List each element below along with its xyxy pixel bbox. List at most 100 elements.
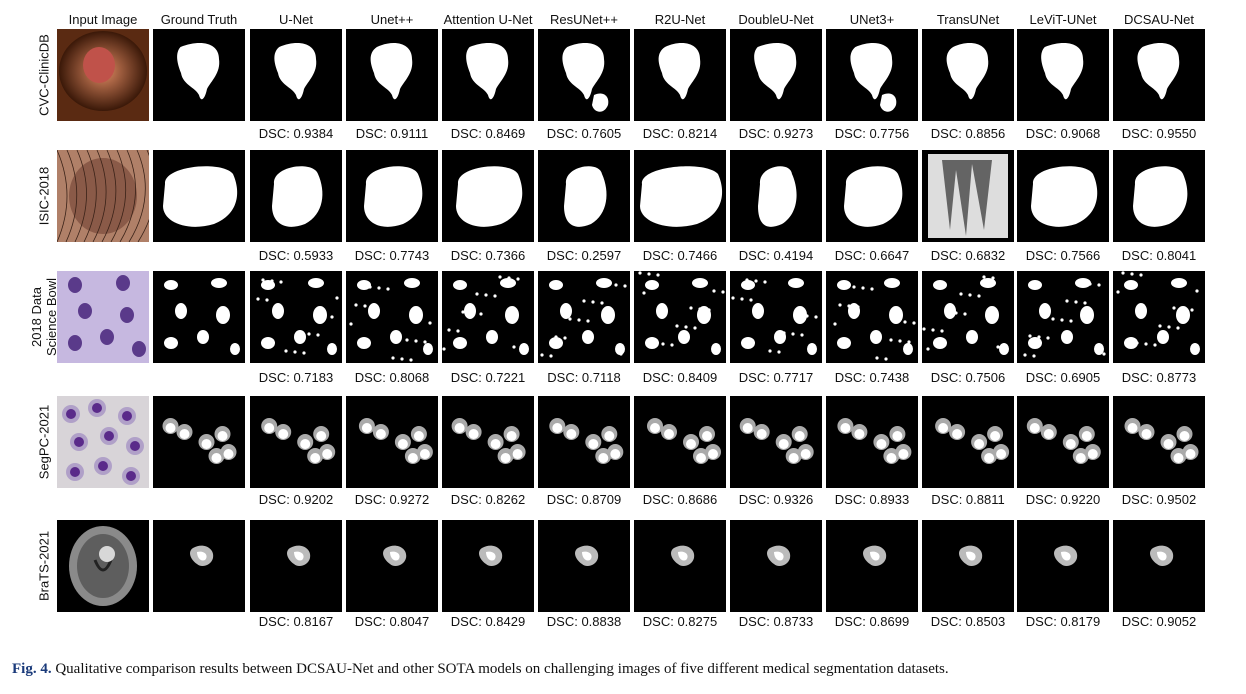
input-image [57,396,149,488]
prediction-mask [1017,29,1109,121]
prediction-mask [826,29,918,121]
prediction-mask [442,520,534,612]
dsc-score: DSC: 0.8686 [642,492,718,507]
figure-caption: Fig. 4. Qualitative comparison results b… [12,661,1236,678]
dsc-score: DSC: 0.7466 [642,248,718,263]
input-image [57,520,149,612]
column-header: Attention U-Net [443,12,533,27]
column-header: LeViT-UNet [1029,12,1097,27]
row-label-text: ISIC-2018 [37,167,52,226]
row-label: 2018 Data Science Bowl [29,271,59,363]
prediction-mask [538,271,630,363]
prediction-mask [730,29,822,121]
row-label-text: 2018 Data Science Bowl [29,278,59,356]
prediction-mask [634,271,726,363]
dsc-score: DSC: 0.9272 [354,492,430,507]
dsc-score: DSC: 0.9550 [1121,126,1197,141]
column-header: Ground Truth [160,12,238,27]
dsc-score: DSC: 0.7605 [546,126,622,141]
dsc-score: DSC: 0.6832 [930,248,1006,263]
dsc-score: DSC: 0.8933 [834,492,910,507]
prediction-mask [1017,520,1109,612]
prediction-mask [826,520,918,612]
dsc-score: DSC: 0.8167 [258,614,334,629]
prediction-mask [1113,396,1205,488]
prediction-mask [1113,520,1205,612]
input-image [57,150,149,242]
row-label: CVC-ClinicDB [33,29,55,121]
dsc-score: DSC: 0.7756 [834,126,910,141]
dsc-score: DSC: 0.7566 [1025,248,1101,263]
row-label-line: 2018 Data [29,287,44,348]
ground-truth-mask [153,29,245,121]
prediction-mask [634,150,726,242]
prediction-mask [730,150,822,242]
prediction-mask [634,396,726,488]
prediction-mask [1017,271,1109,363]
dsc-score: DSC: 0.7506 [930,370,1006,385]
dsc-score: DSC: 0.8262 [450,492,526,507]
prediction-mask [730,396,822,488]
row-label: SegPC-2021 [33,396,55,488]
dsc-score: DSC: 0.9111 [355,126,429,141]
dsc-score: DSC: 0.9384 [258,126,334,141]
dsc-score: DSC: 0.6905 [1025,370,1101,385]
dsc-score: DSC: 0.9068 [1025,126,1101,141]
prediction-mask [442,396,534,488]
dsc-score: DSC: 0.8699 [834,614,910,629]
dsc-score: DSC: 0.7366 [450,248,526,263]
prediction-mask [730,520,822,612]
dsc-score: DSC: 0.8409 [642,370,718,385]
prediction-mask [922,150,1014,242]
dsc-score: DSC: 0.8856 [930,126,1006,141]
row-label-line: CVC-ClinicDB [36,34,52,116]
dsc-score: DSC: 0.8179 [1025,614,1101,629]
dsc-score: DSC: 0.6647 [834,248,910,263]
dsc-score: DSC: 0.7183 [258,370,334,385]
prediction-mask [250,150,342,242]
dsc-score: DSC: 0.5933 [258,248,334,263]
prediction-mask [538,29,630,121]
dsc-score: DSC: 0.9273 [738,126,814,141]
dsc-score: DSC: 0.2597 [546,248,622,263]
dsc-score: DSC: 0.9052 [1121,614,1197,629]
prediction-mask [1113,271,1205,363]
ground-truth-mask [153,520,245,612]
column-header: R2U-Net [654,12,706,27]
ground-truth-mask [153,396,245,488]
prediction-mask [826,271,918,363]
prediction-mask [826,396,918,488]
dsc-score: DSC: 0.7717 [738,370,814,385]
prediction-mask [1113,150,1205,242]
row-label-line: BraTS-2021 [36,530,52,602]
figure-caption-label: Fig. 4. [12,661,52,677]
dsc-score: DSC: 0.9502 [1121,492,1197,507]
dsc-score: DSC: 0.8811 [931,492,1005,507]
column-header: Unet++ [370,12,414,27]
prediction-mask [442,150,534,242]
input-image [57,29,149,121]
prediction-mask [1113,29,1205,121]
dsc-score: DSC: 0.4194 [738,248,814,263]
prediction-mask [730,271,822,363]
prediction-mask [346,29,438,121]
dsc-score: DSC: 0.9220 [1025,492,1101,507]
prediction-mask [538,396,630,488]
dsc-score: DSC: 0.7438 [834,370,910,385]
prediction-mask [346,271,438,363]
prediction-mask [250,271,342,363]
prediction-mask [922,271,1014,363]
dsc-score: DSC: 0.7221 [450,370,526,385]
dsc-score: DSC: 0.8214 [642,126,718,141]
dsc-score: DSC: 0.8773 [1121,370,1197,385]
ground-truth-mask [153,271,245,363]
prediction-mask [1017,396,1109,488]
prediction-mask [442,271,534,363]
dsc-score: DSC: 0.8838 [546,614,622,629]
prediction-mask [538,520,630,612]
row-label: ISIC-2018 [33,150,55,242]
column-header: TransUNet [936,12,1000,27]
dsc-score: DSC: 0.8709 [546,492,622,507]
figure-caption-text: Qualitative comparison results between D… [55,661,949,677]
prediction-mask [922,520,1014,612]
